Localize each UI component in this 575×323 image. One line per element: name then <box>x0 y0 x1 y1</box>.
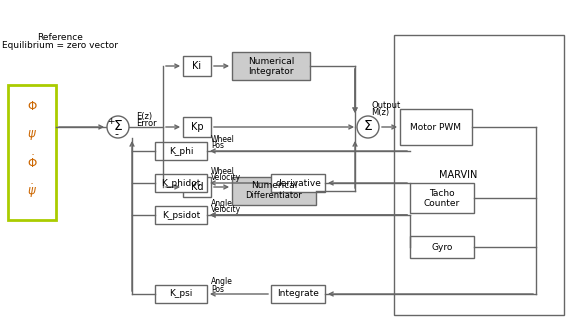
Bar <box>8 85 56 220</box>
Text: Velocity: Velocity <box>211 173 241 182</box>
Text: +: + <box>108 118 115 127</box>
Circle shape <box>357 116 379 138</box>
Text: Velocity: Velocity <box>211 205 241 214</box>
Bar <box>271 285 325 303</box>
Text: Integrate: Integrate <box>277 289 319 298</box>
Bar <box>183 117 211 137</box>
Text: $\dot{\Phi}$: $\dot{\Phi}$ <box>26 155 37 171</box>
Text: Gyro: Gyro <box>431 243 453 252</box>
Text: Equilibrium = zero vector: Equilibrium = zero vector <box>2 40 118 49</box>
Text: Output: Output <box>371 100 400 109</box>
Text: -: - <box>114 129 118 139</box>
Text: Reference: Reference <box>37 34 83 43</box>
Text: Integrator: Integrator <box>248 67 294 76</box>
Text: Angle: Angle <box>211 199 233 207</box>
Text: $\Phi$: $\Phi$ <box>26 100 37 113</box>
Text: Angle: Angle <box>211 277 233 287</box>
Bar <box>155 174 207 192</box>
Text: $\Sigma$: $\Sigma$ <box>363 119 373 133</box>
Text: Wheel: Wheel <box>211 166 235 175</box>
Bar <box>232 52 310 80</box>
Bar <box>271 174 325 192</box>
Text: Error: Error <box>136 119 156 128</box>
Text: K_phidot: K_phidot <box>162 179 201 187</box>
Text: Ki: Ki <box>193 61 202 71</box>
Bar <box>410 183 474 213</box>
Text: $\Sigma$: $\Sigma$ <box>113 119 123 133</box>
Text: M(z): M(z) <box>371 109 389 118</box>
Text: Pos: Pos <box>211 285 224 294</box>
Text: Pos: Pos <box>211 141 224 151</box>
Bar <box>155 285 207 303</box>
Bar <box>232 177 316 205</box>
Text: $\psi$: $\psi$ <box>27 128 37 142</box>
Circle shape <box>107 116 129 138</box>
Bar <box>394 35 564 315</box>
Bar <box>183 177 211 197</box>
Bar <box>155 142 207 160</box>
Text: Tacho: Tacho <box>429 189 455 197</box>
Text: K_psi: K_psi <box>169 289 193 298</box>
Text: MARVIN: MARVIN <box>439 170 477 180</box>
Text: $\dot{\psi}$: $\dot{\psi}$ <box>27 182 37 200</box>
Bar <box>183 56 211 76</box>
Bar <box>400 109 472 145</box>
Text: K_psidot: K_psidot <box>162 211 200 220</box>
Text: Kp: Kp <box>191 122 204 132</box>
Text: Numerical: Numerical <box>248 57 294 66</box>
Text: Wheel: Wheel <box>211 134 235 143</box>
Text: derivative: derivative <box>275 179 321 187</box>
Text: Differentiator: Differentiator <box>246 192 302 201</box>
Text: Counter: Counter <box>424 199 460 207</box>
Bar <box>410 236 474 258</box>
Text: Kd: Kd <box>191 182 203 192</box>
Text: K_phi: K_phi <box>168 147 193 155</box>
Text: Motor PWM: Motor PWM <box>411 122 462 131</box>
Text: E(z): E(z) <box>136 111 152 120</box>
Text: Numerical: Numerical <box>251 182 297 191</box>
Bar <box>155 206 207 224</box>
